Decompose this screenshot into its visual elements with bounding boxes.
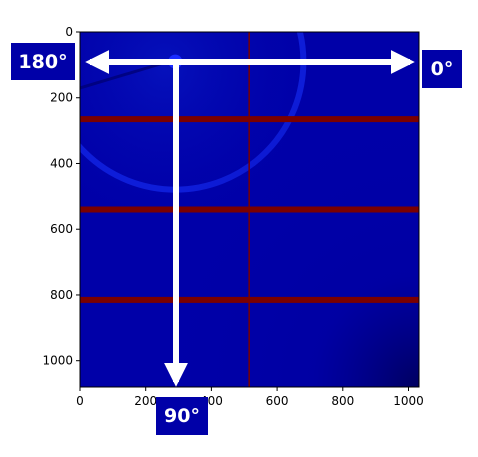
y-tick-label: 0 xyxy=(65,25,73,39)
label-0-deg: 0° xyxy=(422,50,462,88)
y-tick-label: 800 xyxy=(50,288,73,302)
detector-image xyxy=(80,32,419,387)
detector-gaps xyxy=(80,32,419,387)
x-tick-label: 1000 xyxy=(393,394,424,408)
label-180-deg: 180° xyxy=(11,43,75,80)
vertical-gap xyxy=(248,32,250,387)
x-tick-label: 800 xyxy=(331,394,354,408)
x-axis-ticks: 0 200 400 600 800 1000 xyxy=(76,387,424,408)
y-axis-ticks: 0 200 400 600 800 1000 xyxy=(42,25,80,368)
x-tick-label: 200 xyxy=(134,394,157,408)
y-tick-label: 200 xyxy=(50,91,73,105)
y-tick-label: 1000 xyxy=(42,354,73,368)
plot-frame xyxy=(79,31,420,388)
y-tick-label: 400 xyxy=(50,156,73,170)
label-90-deg: 90° xyxy=(156,397,208,435)
x-tick-label: 600 xyxy=(266,394,289,408)
y-tick-label: 600 xyxy=(50,222,73,236)
x-tick-label: 0 xyxy=(76,394,84,408)
